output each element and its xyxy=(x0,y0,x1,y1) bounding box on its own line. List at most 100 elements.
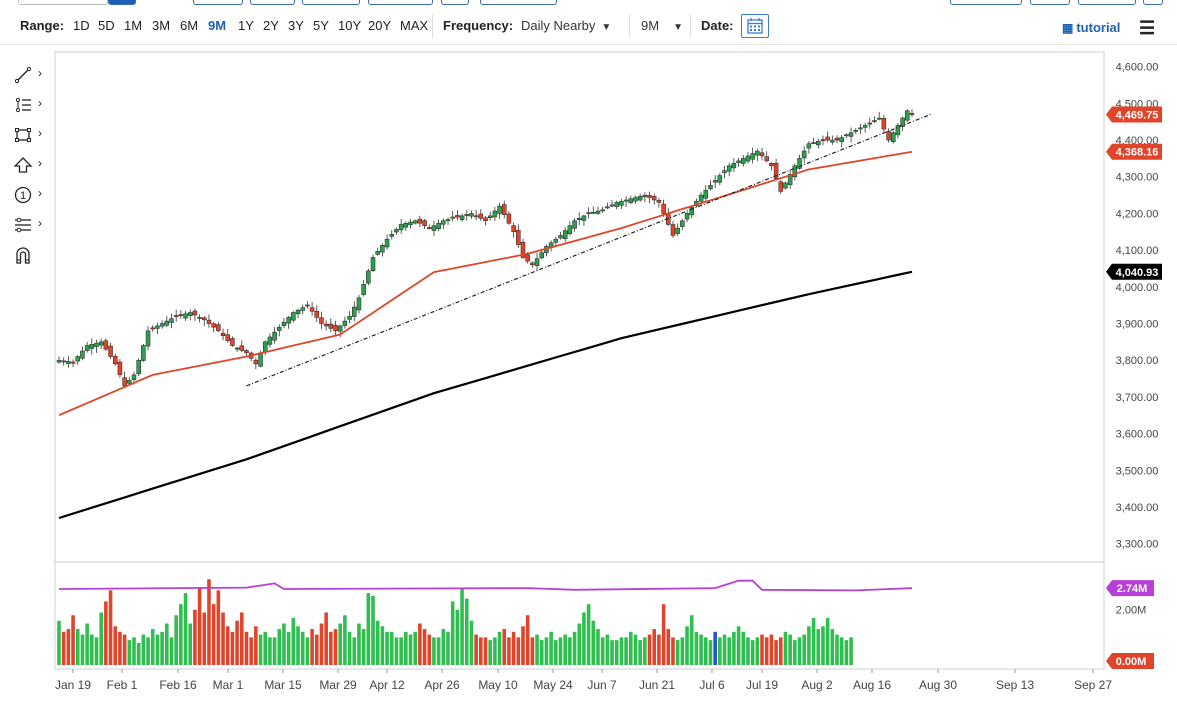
volume-bar xyxy=(366,593,371,665)
date-tick-label: May 24 xyxy=(533,678,573,692)
volume-bar xyxy=(352,637,357,665)
symbol-go-button-edge[interactable] xyxy=(108,0,136,5)
candle-body xyxy=(858,127,863,130)
volume-axis-label: 2.00M xyxy=(1116,605,1147,617)
number-marker-button[interactable]: 1 › xyxy=(10,184,50,206)
candle-body xyxy=(253,359,259,365)
volume-bar xyxy=(774,640,778,665)
candle-body xyxy=(501,204,507,215)
top-button-2[interactable] xyxy=(250,0,295,5)
volume-bar xyxy=(239,612,244,665)
line-tool-button[interactable]: › xyxy=(10,64,50,86)
top-button-5[interactable] xyxy=(441,0,469,5)
volume-bar xyxy=(732,631,736,665)
symbol-input-edge[interactable] xyxy=(18,0,108,5)
volume-bar xyxy=(57,620,61,665)
number-marker-icon: 1 xyxy=(14,186,32,204)
candle-body xyxy=(487,215,493,218)
candle-body xyxy=(291,312,296,321)
range-6m[interactable]: 6M xyxy=(180,18,199,33)
volume-bar xyxy=(605,634,610,665)
range-3m[interactable]: 3M xyxy=(152,18,171,33)
top-button-10[interactable] xyxy=(1143,0,1163,5)
volume-bar xyxy=(310,629,314,665)
volume-bar xyxy=(727,637,732,665)
candle-body xyxy=(712,180,718,183)
volume-bar xyxy=(811,618,816,665)
volume-bar xyxy=(750,640,755,665)
candle-body xyxy=(431,225,437,231)
measure-tool-icon xyxy=(15,217,31,233)
frequency-select[interactable]: Daily Nearby ▼ xyxy=(521,18,611,33)
toolbar-divider xyxy=(0,44,1177,45)
range-5y[interactable]: 5Y xyxy=(313,18,329,33)
volume-bar xyxy=(830,629,835,665)
calendar-icon xyxy=(747,18,763,34)
candle-body xyxy=(422,220,427,226)
volume-bar xyxy=(582,612,586,665)
candle-body xyxy=(70,361,76,364)
volume-bar xyxy=(511,631,516,665)
range-2y[interactable]: 2Y xyxy=(263,18,279,33)
volume-bar xyxy=(94,637,99,665)
candle-body xyxy=(403,222,409,228)
candle-body xyxy=(483,217,488,222)
tutorial-link[interactable]: ▦ tutorial xyxy=(1062,20,1120,35)
volume-bar xyxy=(802,634,807,665)
candle-body xyxy=(295,309,301,315)
candle-body xyxy=(98,341,104,346)
range-max[interactable]: MAX xyxy=(400,18,429,33)
period-select[interactable]: 9M ▼ xyxy=(641,18,683,33)
measure-tool-button[interactable]: › xyxy=(10,214,50,236)
ma50-line xyxy=(58,150,913,417)
range-5d[interactable]: 5D xyxy=(98,18,115,33)
range-1m[interactable]: 1M xyxy=(124,18,143,33)
volume-bar xyxy=(333,629,338,665)
volume-bar xyxy=(671,637,675,665)
candle-body xyxy=(478,213,484,219)
candle-body xyxy=(352,306,357,317)
arrow-tool-button[interactable]: › xyxy=(10,154,50,176)
top-button-9[interactable] xyxy=(1078,0,1136,5)
volume-bar xyxy=(516,637,521,665)
hamburger-menu-icon[interactable]: ☰ xyxy=(1139,18,1156,38)
volume-bar xyxy=(127,640,132,665)
volume-bar xyxy=(380,626,385,665)
date-tick-label: Feb 1 xyxy=(107,678,138,692)
range-9m[interactable]: 9M xyxy=(208,18,227,33)
volume-bar xyxy=(722,634,727,665)
range-20y[interactable]: 20Y xyxy=(368,18,392,33)
volume-bar xyxy=(122,634,127,665)
date-tick-label: Mar 15 xyxy=(264,678,302,692)
top-button-3[interactable] xyxy=(302,0,360,5)
range-1d[interactable]: 1D xyxy=(73,18,90,33)
date-tick-label: Aug 16 xyxy=(853,678,891,692)
date-picker-button[interactable] xyxy=(741,14,769,38)
candle-body xyxy=(703,189,709,199)
top-button-7[interactable] xyxy=(950,0,1022,5)
fibonacci-tool-button[interactable]: › xyxy=(10,94,50,116)
range-10y[interactable]: 10Y xyxy=(338,18,362,33)
candle-body xyxy=(642,194,648,198)
volume-bar xyxy=(736,626,741,665)
volume-bar xyxy=(305,637,310,665)
volume-bar xyxy=(277,629,282,665)
candle-body xyxy=(825,136,830,141)
frequency-label: Frequency: xyxy=(443,18,514,33)
range-1y[interactable]: 1Y xyxy=(238,18,254,33)
top-button-1[interactable] xyxy=(193,0,243,5)
chevron-right-icon: › xyxy=(38,96,42,110)
magnet-tool-button[interactable] xyxy=(10,244,50,266)
volume-bar xyxy=(436,637,441,665)
tutorial-label: tutorial xyxy=(1076,20,1121,35)
top-button-6[interactable] xyxy=(480,0,557,5)
top-button-4[interactable] xyxy=(368,0,433,5)
range-3y[interactable]: 3Y xyxy=(288,18,304,33)
volume-bar xyxy=(422,629,427,665)
volume-bar xyxy=(544,637,549,665)
rectangle-tool-button[interactable]: › xyxy=(10,124,50,146)
top-button-8[interactable] xyxy=(1030,0,1070,5)
volume-bar xyxy=(661,604,666,665)
candle-body xyxy=(900,117,905,127)
